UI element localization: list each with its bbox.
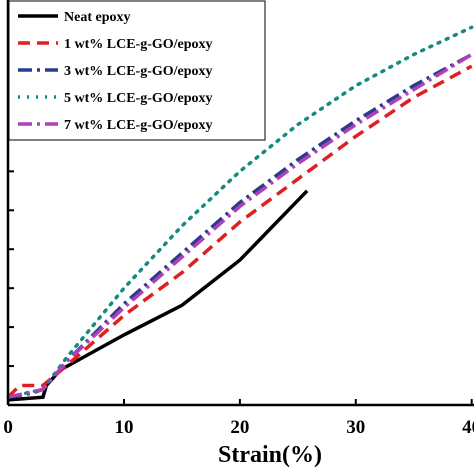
- x-tick-label: 10: [115, 417, 134, 438]
- line: [6, 64, 473, 399]
- legend-label: 7 wt% LCE-g-GO/epoxy: [64, 118, 213, 133]
- x-axis-label: Strain(%): [218, 442, 322, 468]
- legend-label: 1 wt% LCE-g-GO/epoxy: [64, 37, 213, 52]
- legend-label: Neat epoxy: [64, 10, 131, 25]
- x-tick-label: 30: [346, 417, 365, 438]
- legend-label: 3 wt% LCE-g-GO/epoxy: [64, 64, 213, 79]
- line: [7, 189, 309, 402]
- line: [7, 53, 473, 399]
- x-tick-label: 0: [3, 417, 13, 438]
- x-tick-label: 40: [462, 417, 474, 438]
- x-tick-label: 20: [230, 417, 249, 438]
- legend-label: 5 wt% LCE-g-GO/epoxy: [64, 91, 213, 106]
